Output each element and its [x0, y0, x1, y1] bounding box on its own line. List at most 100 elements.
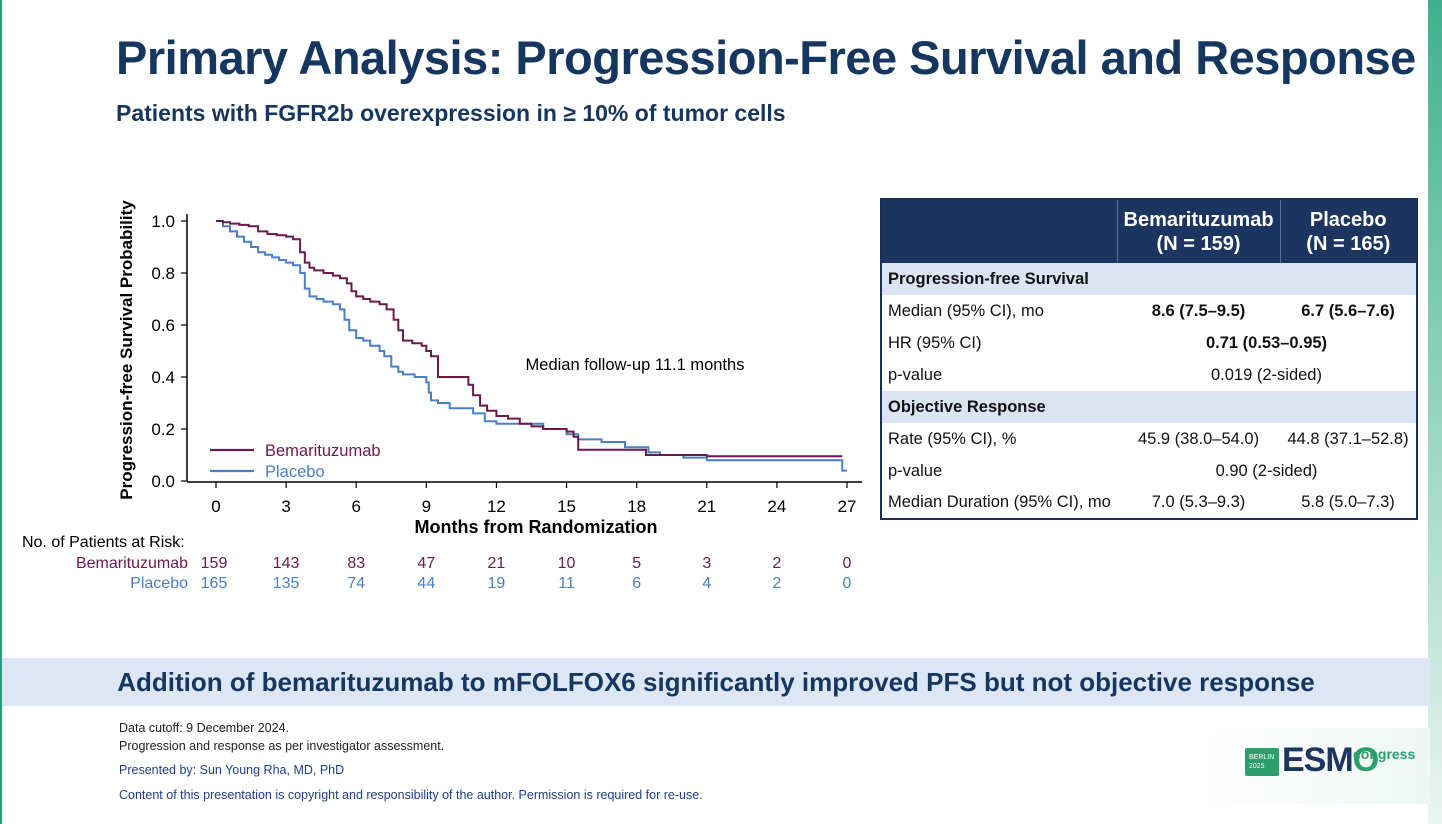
risk-value: 74 [347, 575, 365, 592]
esmo-logo-congress: congress [1353, 746, 1416, 762]
x-tick-label: 6 [351, 497, 360, 516]
risk-value: 19 [488, 575, 506, 592]
slide-title: Primary Analysis: Progression-Free Survi… [116, 31, 1416, 84]
logo-background [1200, 728, 1430, 804]
x-tick-label: 3 [281, 497, 290, 516]
risk-value: 2 [772, 555, 781, 572]
risk-value: 10 [558, 555, 576, 572]
km-chart: 0.00.20.40.60.81.00 3 6 9 12 15 18 21 24 27Months… [22, 200, 862, 592]
hr-row: HR (95% CI) 0.71 (0.53–0.95) [881, 327, 1417, 359]
x-axis-title: Months from Randomization [415, 517, 658, 537]
x-tick-label: 21 [697, 497, 716, 516]
risk-row-label: Bemarituzumab [76, 555, 188, 572]
duration-placebo: 5.8 (5.0–7.3) [1301, 493, 1395, 511]
results-table-header-row: Bemarituzumab (N = 159) Placebo (N = 165… [881, 199, 1417, 263]
header-bemarituzumab-n: (N = 159) [1156, 232, 1241, 255]
risk-row-label: Placebo [130, 575, 188, 592]
x-tick-label: 9 [422, 497, 431, 516]
esmo-logo-o: O [1352, 741, 1379, 779]
duration-bemarituzumab: 7.0 (5.3–9.3) [1151, 493, 1246, 511]
risk-value: 83 [347, 555, 365, 572]
hr-value: 0.71 (0.53–0.95) [1205, 333, 1328, 352]
risk-value: 4 [702, 575, 711, 592]
risk-value: 159 [201, 555, 228, 572]
x-tick-label: 24 [767, 497, 786, 516]
risk-value: 3 [702, 555, 711, 572]
pfs-pvalue: 0.019 (2-sided) [1211, 365, 1322, 384]
x-tick-label: 12 [487, 497, 506, 516]
risk-value: 47 [417, 555, 435, 572]
header-placebo-n: (N = 165) [1306, 232, 1391, 255]
esmo-logo-city: BERLIN [1249, 754, 1275, 761]
y-tick-label: 0.8 [151, 264, 175, 283]
y-tick-label: 0.0 [151, 472, 175, 491]
x-tick-label: 18 [627, 497, 646, 516]
rate-label: Rate (95% CI), % [888, 429, 1017, 448]
or-pvalue: 0.90 (2-sided) [1215, 461, 1318, 480]
or-section-label: Objective Response [881, 391, 1417, 423]
y-tick-label: 0.6 [151, 316, 175, 335]
risk-value: 2 [772, 575, 781, 592]
pfs-pvalue-label: p-value [888, 365, 943, 384]
left-accent-strip [0, 0, 2, 824]
esmo-logo-year: 2025 [1249, 763, 1265, 770]
results-table-corner [881, 199, 1117, 263]
risk-value: 165 [201, 575, 228, 592]
rate-row: Rate (95% CI), % 45.9 (38.0–54.0) 44.8 (… [881, 423, 1417, 455]
x-tick-label: 27 [838, 497, 857, 516]
footnote-copyright: Content of this presentation is copyrigh… [119, 788, 703, 802]
esmo-logo-es: ES [1282, 741, 1326, 779]
or-pvalue-label: p-value [888, 461, 943, 480]
pfs-median-placebo: 6.7 (5.6–7.6) [1301, 301, 1395, 320]
risk-value: 5 [632, 555, 641, 572]
rate-placebo: 44.8 (37.1–52.8) [1287, 429, 1409, 448]
header-bemarituzumab: Bemarituzumab (N = 159) [1116, 199, 1281, 263]
duration-row: Median Duration (95% CI), mo 7.0 (5.3–9.… [881, 487, 1417, 519]
pfs-median-bemarituzumab: 8.6 (7.5–9.5) [1151, 301, 1246, 320]
median-followup-annotation: Median follow-up 11.1 months [526, 356, 745, 374]
hr-label: HR (95% CI) [888, 333, 982, 352]
risk-value: 6 [632, 575, 641, 592]
or-section-row: Objective Response [881, 391, 1417, 423]
header-bemarituzumab-name: Bemarituzumab [1123, 208, 1274, 231]
esmo-logo-wordmark: ESMO [1282, 743, 1379, 777]
pfs-section-row: Progression-free Survival [881, 263, 1417, 295]
pfs-section-label: Progression-free Survival [881, 263, 1417, 295]
conclusion-text: Addition of bemarituzumab to mFOLFOX6 si… [117, 666, 1315, 697]
risk-value: 143 [273, 555, 300, 572]
or-pvalue-row: p-value 0.90 (2-sided) [881, 455, 1417, 487]
esmo-logo: BERLIN 2025 ESMO congress [1245, 743, 1415, 777]
esmo-logo-m: M [1325, 741, 1353, 779]
results-table: Bemarituzumab (N = 159) Placebo (N = 165… [880, 198, 1418, 520]
y-tick-label: 1.0 [151, 212, 175, 231]
right-accent-strip [1428, 0, 1442, 824]
footnote-cutoff: Data cutoff: 9 December 2024. [119, 721, 290, 735]
rate-bemarituzumab: 45.9 (38.0–54.0) [1137, 429, 1260, 448]
legend-label-bemarituzumab: Bemarituzumab [265, 442, 381, 460]
risk-value: 11 [558, 575, 575, 592]
risk-table-header: No. of Patients at Risk: [22, 534, 185, 551]
pfs-median-row: Median (95% CI), mo 8.6 (7.5–9.5) 6.7 (5… [881, 295, 1417, 327]
y-tick-label: 0.4 [151, 368, 175, 387]
pfs-pvalue-row: p-value 0.019 (2-sided) [881, 359, 1417, 391]
risk-value: 21 [488, 555, 506, 572]
footnote-assessment: Progression and response as per investig… [119, 739, 445, 753]
legend-label-placebo: Placebo [265, 463, 325, 481]
x-tick-label: 15 [557, 497, 576, 516]
risk-value: 0 [843, 555, 852, 572]
esmo-logo-badge: BERLIN 2025 [1245, 748, 1279, 776]
km-curve-placebo [216, 220, 847, 472]
slide-subtitle: Patients with FGFR2b overexpression in ≥… [116, 100, 786, 126]
footnote-presenter: Presented by: Sun Young Rha, MD, PhD [119, 763, 345, 777]
risk-value: 0 [843, 575, 852, 592]
x-tick-label: 0 [211, 497, 220, 516]
header-placebo: Placebo (N = 165) [1279, 199, 1417, 263]
conclusion-banner: Addition of bemarituzumab to mFOLFOX6 si… [2, 658, 1430, 706]
risk-value: 44 [417, 575, 435, 592]
risk-value: 135 [273, 575, 300, 592]
y-axis-title: Progression-free Survival Probability [117, 200, 136, 500]
y-tick-label: 0.2 [151, 420, 175, 439]
header-placebo-name: Placebo [1309, 208, 1387, 231]
duration-label: Median Duration (95% CI), mo [888, 493, 1111, 511]
km-curve-bemarituzumab [216, 220, 843, 458]
